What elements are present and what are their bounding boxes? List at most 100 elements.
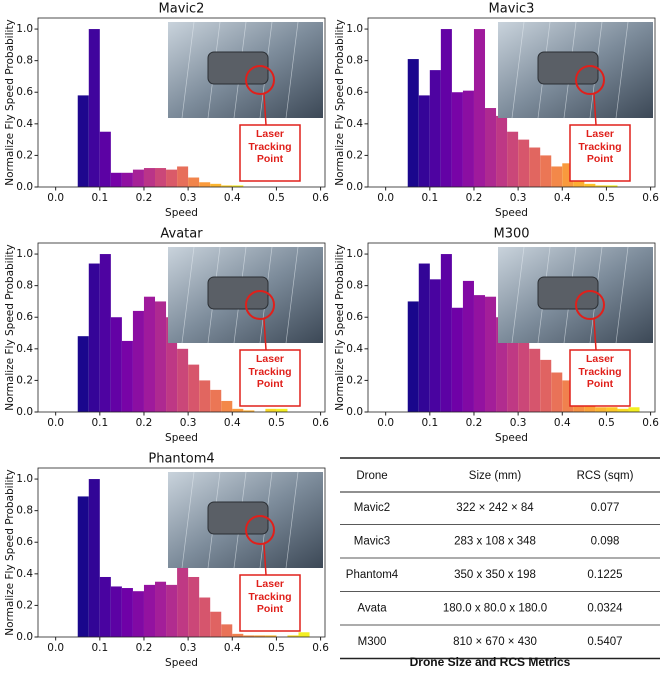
- bar: [110, 586, 122, 637]
- y-tick-label: 0.4: [16, 118, 33, 130]
- callout-line: [593, 318, 597, 351]
- bar: [88, 479, 100, 637]
- bar: [199, 182, 211, 187]
- bar: [121, 340, 133, 412]
- bar: [99, 576, 111, 637]
- callout-wrap: Laser Tracking Point: [578, 353, 621, 390]
- y-tick-label: 1.0: [16, 23, 33, 35]
- bar: [177, 166, 189, 187]
- x-tick-label: 0.3: [510, 417, 527, 429]
- x-tick-label: 0.4: [554, 417, 571, 429]
- y-tick-label: 0.6: [16, 536, 33, 548]
- bar: [606, 185, 618, 187]
- y-tick-label: 1.0: [346, 248, 363, 260]
- tracking-circle: [245, 515, 275, 545]
- chart-title: Mavic2: [159, 2, 205, 17]
- y-tick-label: 0.8: [16, 505, 33, 517]
- table-header: Drone: [356, 470, 387, 482]
- photo-detail: [181, 246, 195, 344]
- x-axis-label: Speed: [165, 432, 198, 444]
- bar: [473, 29, 486, 187]
- bar: [132, 310, 144, 412]
- drone-body: [207, 276, 269, 310]
- callout-box: [239, 349, 301, 407]
- x-tick-label: 0.0: [47, 417, 64, 429]
- x-tick-label: 0.2: [136, 417, 153, 429]
- bar: [177, 348, 189, 412]
- callout-wrap: Laser Tracking Point: [248, 578, 292, 615]
- bar: [166, 169, 178, 187]
- bar: [595, 407, 607, 412]
- bar: [199, 597, 211, 637]
- drone-body: [207, 51, 269, 85]
- axes-frame: [37, 242, 326, 413]
- y-axis-label: Normalize Fly Speed Probability: [4, 244, 16, 410]
- bar: [232, 633, 244, 637]
- bar: [551, 372, 563, 412]
- bar: [407, 59, 419, 187]
- x-tick-label: 0.3: [180, 192, 197, 204]
- bar: [529, 147, 541, 187]
- x-tick-label: 0.2: [466, 192, 483, 204]
- table-cell: 0.098: [591, 536, 620, 548]
- bar: [485, 108, 497, 187]
- bar: [606, 407, 618, 412]
- bar: [99, 254, 111, 412]
- photo-detail: [181, 21, 195, 119]
- y-tick-label: 0.6: [346, 311, 363, 323]
- bar: [243, 635, 255, 637]
- tracking-circle: [245, 290, 275, 320]
- bar: [143, 296, 156, 412]
- callout-text: Laser Tracking Point: [248, 128, 292, 165]
- bar: [462, 90, 474, 187]
- bar: [562, 163, 574, 187]
- tracking-circle: [575, 65, 605, 95]
- bar: [298, 632, 310, 637]
- callout-wrap: Laser Tracking Point: [578, 128, 622, 165]
- bar: [507, 325, 519, 412]
- bar: [88, 263, 100, 412]
- x-tick-label: 0.1: [421, 192, 438, 204]
- x-tick-label: 0.3: [510, 192, 527, 204]
- x-axis-label: Speed: [495, 207, 528, 219]
- y-tick-label: 0.6: [16, 86, 33, 98]
- bar: [188, 576, 200, 637]
- x-tick-label: 0.5: [268, 417, 285, 429]
- x-tick-label: 0.6: [312, 417, 329, 429]
- y-tick-label: 0.6: [16, 311, 33, 323]
- bar: [110, 317, 122, 412]
- y-tick-label: 0.2: [16, 374, 33, 386]
- table-cell: 180.0 x 80.0 x 180.0: [443, 603, 547, 615]
- photo-detail: [181, 471, 195, 569]
- x-tick-label: 0.5: [268, 192, 285, 204]
- y-axis-label: Normalize Fly Speed Probability: [4, 19, 16, 185]
- bar: [155, 581, 167, 637]
- bar: [210, 183, 222, 187]
- callout-text: Laser Tracking Point: [578, 128, 622, 165]
- bar: [595, 185, 607, 187]
- x-tick-label: 0.2: [466, 417, 483, 429]
- y-tick-label: 0.8: [16, 55, 33, 67]
- bar: [232, 185, 244, 187]
- y-tick-label: 0.4: [346, 343, 363, 355]
- bar: [77, 95, 89, 187]
- axes-frame: [367, 242, 656, 413]
- bar: [177, 567, 189, 637]
- x-axis-label: Speed: [495, 432, 528, 444]
- chart-title: M300: [493, 227, 529, 242]
- bar: [155, 301, 167, 412]
- bar: [77, 336, 89, 412]
- photo-detail: [285, 471, 299, 569]
- callout-text: Laser Tracking Point: [248, 578, 292, 615]
- callout-box: [569, 124, 631, 182]
- photo-detail: [615, 246, 629, 344]
- bar: [221, 185, 233, 187]
- x-tick-label: 0.5: [598, 417, 615, 429]
- table-cell: 0.077: [591, 502, 620, 514]
- bar: [210, 389, 222, 412]
- table-cell: Avata: [357, 603, 387, 615]
- table-cell: 322 × 242 × 84: [456, 502, 534, 514]
- y-tick-label: 0.4: [16, 343, 33, 355]
- x-tick-label: 0.5: [268, 642, 285, 654]
- chart-title: Avatar: [160, 227, 203, 242]
